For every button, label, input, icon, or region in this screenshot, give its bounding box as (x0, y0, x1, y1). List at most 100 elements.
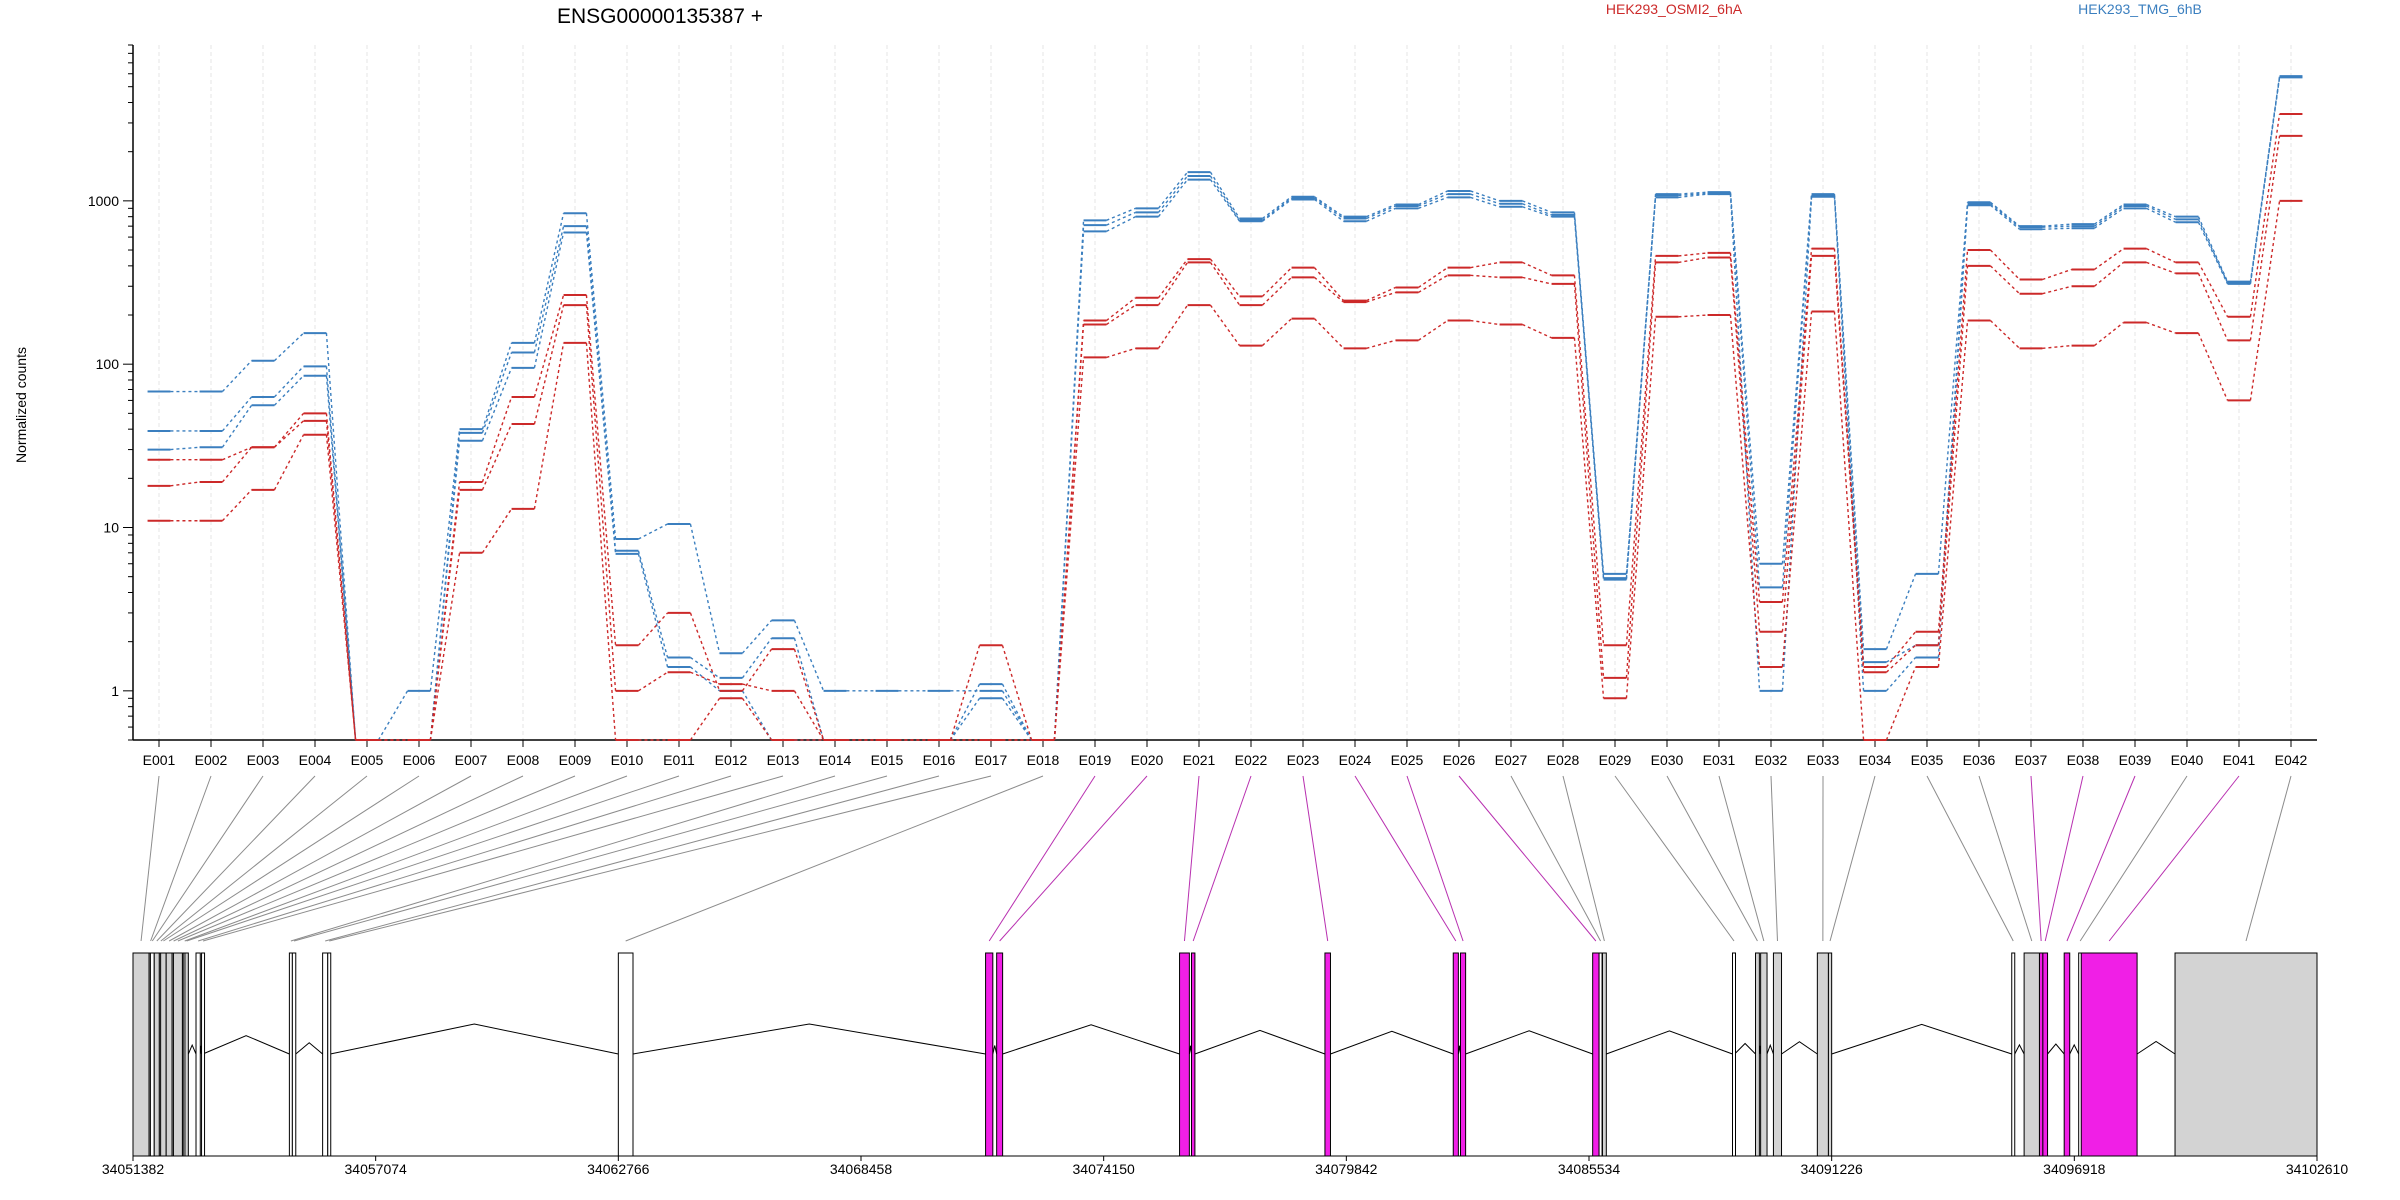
count-transition (2197, 262, 2229, 318)
intron-line (632, 1023, 986, 1055)
coordinate-label: 34068458 (830, 1161, 893, 1177)
exon-connector (1192, 775, 1252, 942)
count-transition (377, 690, 409, 741)
exon-connector (2044, 775, 2084, 942)
coordinate-label: 34096918 (2043, 1161, 2106, 1177)
count-transition (949, 645, 981, 741)
count-transition (1106, 211, 1136, 226)
count-transition (637, 550, 669, 658)
count-transition (2094, 207, 2124, 229)
exon-label: E004 (299, 752, 332, 768)
count-transition (1781, 255, 1813, 632)
exon-label: E032 (1755, 752, 1788, 768)
count-transition (2093, 261, 2125, 287)
count-transition (638, 523, 668, 540)
legend-label-tmg: HEK293_TMG_6hB (2078, 1, 2202, 17)
exon-label: E040 (2171, 752, 2204, 768)
count-transition (481, 508, 513, 554)
count-transition (1314, 197, 1344, 220)
count-transition (2197, 216, 2229, 282)
count-transition (2249, 77, 2281, 285)
exon-label: E008 (507, 752, 540, 768)
count-transition (533, 232, 565, 368)
intron-line (1831, 1023, 2012, 1055)
exon-label: E022 (1235, 752, 1268, 768)
count-transition (1001, 645, 1033, 741)
count-transition (481, 396, 513, 483)
exon-label: E001 (143, 752, 176, 768)
y-tick-label: 1000 (88, 193, 119, 209)
exon-box (996, 952, 1004, 1157)
exon-box (153, 952, 160, 1157)
count-transition (1781, 311, 1813, 668)
exon-box (327, 952, 332, 1157)
exon-box (1755, 952, 1760, 1157)
count-transition (1885, 631, 1917, 668)
count-transition (1678, 191, 1708, 195)
count-transition (793, 620, 825, 692)
exon-connector (625, 775, 1044, 942)
exon-connector (1302, 775, 1329, 942)
exon-connector (290, 775, 836, 942)
intron-line (1330, 1030, 1454, 1055)
count-transition (1678, 192, 1708, 197)
count-transition (1157, 175, 1189, 213)
count-transition (1937, 320, 1969, 668)
count-transition (1522, 323, 1552, 339)
exon-connector (1978, 775, 2033, 942)
exon-box (2011, 952, 2016, 1157)
count-transition (2042, 227, 2072, 230)
count-transition (1262, 198, 1292, 222)
count-transition (1157, 304, 1189, 349)
exon-label: E006 (403, 752, 436, 768)
count-transition (1989, 201, 2021, 227)
count-transition (2042, 344, 2072, 350)
count-transition (1313, 276, 1345, 303)
coordinate-label: 34091226 (1801, 1161, 1864, 1177)
count-transition (222, 446, 252, 461)
count-transition (1470, 319, 1500, 326)
intron-line (1781, 1041, 1818, 1055)
count-transition (690, 671, 720, 685)
count-transition (1209, 304, 1241, 346)
count-transition (1106, 207, 1136, 221)
count-transition (1209, 179, 1241, 222)
y-tick-label: 1 (111, 683, 119, 699)
series-4 (147, 134, 2303, 741)
count-transition (2249, 200, 2281, 401)
exon-label: E029 (1599, 752, 1632, 768)
count-transition (170, 481, 200, 487)
exon-connector (293, 775, 888, 942)
count-transition (793, 690, 825, 741)
count-transition (533, 342, 565, 510)
count-transition (1729, 314, 1761, 668)
exon-connector (2245, 775, 2292, 942)
exon-box (322, 952, 329, 1157)
count-transition (1106, 216, 1136, 233)
count-transition (2249, 135, 2281, 341)
count-transition (481, 342, 513, 430)
count-transition (1625, 255, 1657, 646)
count-transition (741, 619, 773, 654)
exon-connector (1718, 775, 1765, 942)
count-transition (481, 423, 513, 491)
count-transition (221, 396, 253, 432)
exon-box (2038, 952, 2044, 1157)
count-transition (1313, 318, 1345, 349)
count-transition (1366, 205, 1396, 220)
exon-box (2042, 952, 2049, 1157)
count-transition (1209, 258, 1241, 297)
exon-label: E011 (663, 752, 695, 768)
count-transition (1573, 283, 1605, 678)
count-transition (1157, 179, 1189, 218)
exon-box (1816, 952, 1829, 1157)
exon-label: E020 (1131, 752, 1164, 768)
intron-line (187, 1043, 197, 1055)
intron-line (1194, 1029, 1326, 1055)
count-transition (2146, 321, 2176, 334)
count-transition (1366, 207, 1396, 222)
count-transition (585, 305, 617, 691)
count-transition (2094, 321, 2124, 347)
y-tick-label: 100 (96, 356, 120, 372)
count-transition (1209, 171, 1241, 219)
